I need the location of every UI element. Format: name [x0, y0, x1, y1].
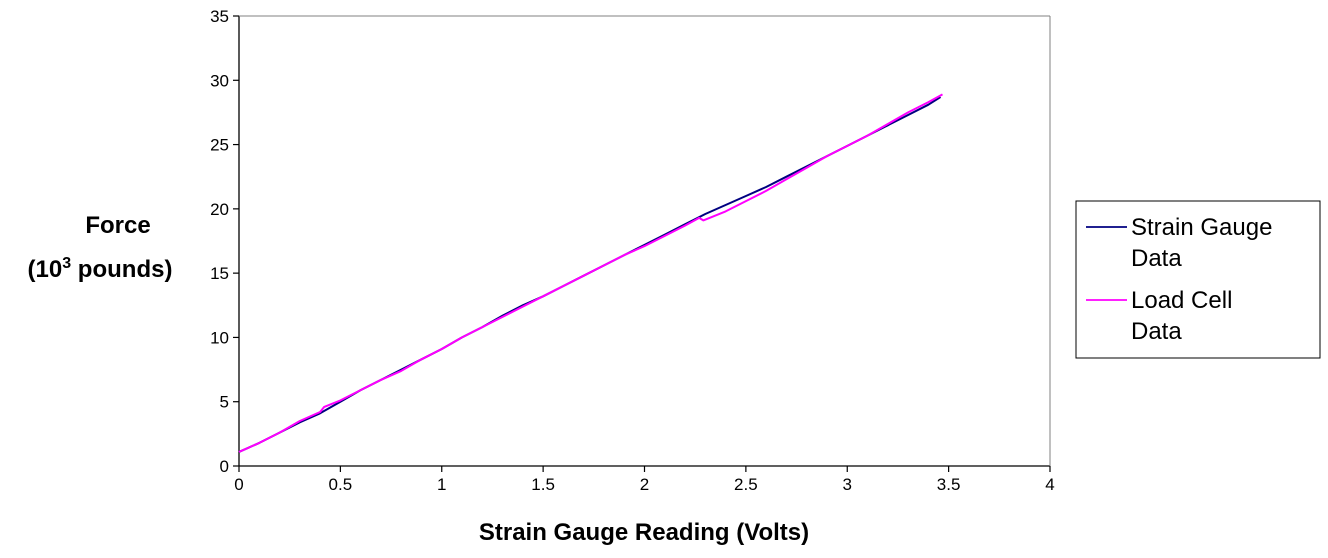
series-line-load-cell-data — [238, 93, 943, 453]
y-tick-label: 0 — [220, 457, 229, 476]
y-axis-title-superscript: 3 — [62, 255, 71, 272]
legend-label-load-cell-1: Load Cell — [1131, 287, 1232, 314]
y-tick-label: 35 — [210, 7, 229, 26]
y-axis-ticks: 0 5 10 15 20 25 30 35 — [210, 7, 239, 476]
y-tick-label: 5 — [220, 393, 229, 412]
y-tick-label: 20 — [210, 200, 229, 219]
x-tick-label: 4 — [1045, 475, 1054, 494]
y-tick-label: 15 — [210, 264, 229, 283]
legend-label-strain-gauge-1: Strain Gauge — [1131, 214, 1272, 241]
y-axis-title-suffix: pounds) — [71, 256, 172, 283]
y-axis-title-line1: Force — [85, 212, 150, 239]
x-tick-label: 2 — [640, 475, 649, 494]
plot-area — [238, 15, 1051, 467]
y-axis-title: Force (103 pounds) — [28, 212, 173, 283]
y-tick-label: 30 — [210, 71, 229, 90]
x-axis-title: Strain Gauge Reading (Volts) — [479, 519, 809, 546]
x-tick-label: 3 — [843, 475, 852, 494]
x-tick-label: 2.5 — [734, 475, 758, 494]
legend-label-load-cell-2: Data — [1131, 318, 1182, 345]
y-tick-label: 10 — [210, 328, 229, 347]
x-tick-label: 3.5 — [937, 475, 961, 494]
legend-label-strain-gauge-2: Data — [1131, 245, 1182, 272]
x-axis-ticks: 0 0.5 1 1.5 2 2.5 3 3.5 4 — [234, 466, 1055, 494]
series-group — [238, 93, 943, 453]
x-tick-label: 0.5 — [329, 475, 353, 494]
x-tick-label: 0 — [234, 475, 243, 494]
x-tick-label: 1 — [437, 475, 446, 494]
legend: Strain Gauge Data Load Cell Data — [1075, 200, 1321, 359]
y-axis-title-line2: (103 pounds) — [28, 255, 173, 283]
y-tick-label: 25 — [210, 136, 229, 155]
legend-box — [1075, 200, 1321, 359]
y-axis-title-prefix: (10 — [28, 256, 63, 283]
x-tick-label: 1.5 — [531, 475, 555, 494]
